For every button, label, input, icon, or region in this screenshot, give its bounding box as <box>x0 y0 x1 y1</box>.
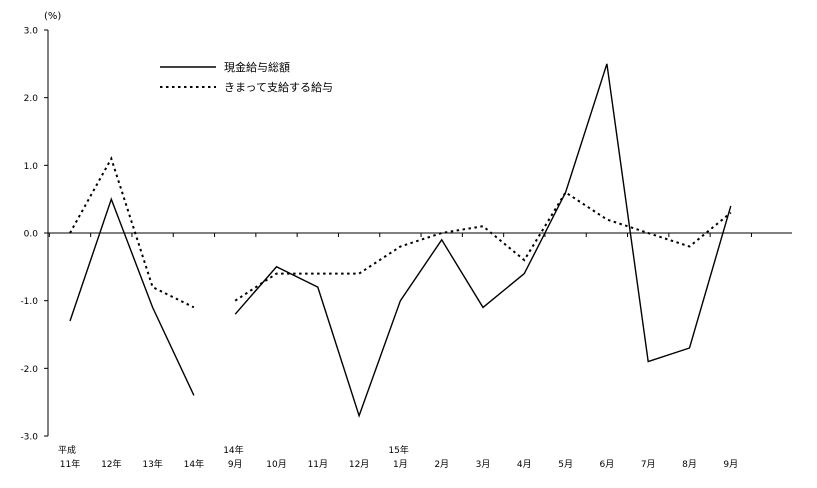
x-tick-label: 12年 <box>101 458 121 470</box>
y-tick-label: 0.0 <box>24 230 39 240</box>
x-tick-label: 13年 <box>142 458 162 470</box>
x-tick-label: 7月 <box>641 459 656 470</box>
x-tick-label: 6月 <box>600 459 615 470</box>
series-line-2 <box>69 156 195 309</box>
x-tick-label: 9月 <box>723 459 738 470</box>
y-tick-label: -2.0 <box>20 365 38 375</box>
x-tick-label: 8月 <box>682 459 697 470</box>
x-tick-label: 12月 <box>349 459 369 470</box>
series-lines <box>69 63 732 418</box>
x-tick-label: 10月 <box>266 459 286 470</box>
x-tick-label: 4月 <box>517 459 532 470</box>
legend-label-2: きまって支給する給与 <box>224 80 333 94</box>
axes <box>44 29 792 437</box>
y-tick-label: 3.0 <box>24 27 39 37</box>
x-tick-label-top: 14年 <box>223 444 243 456</box>
y-tick-label: -3.0 <box>20 433 38 443</box>
x-tick-label-top: 平成 <box>58 444 76 456</box>
y-axis-label: (%) <box>44 11 61 22</box>
x-tick-label: 14年 <box>184 458 204 470</box>
legend-label-1: 現金給与総額 <box>224 60 290 74</box>
x-tick-label: 1月 <box>393 459 408 470</box>
series-line-2 <box>234 190 732 302</box>
series-line-1 <box>234 63 732 418</box>
y-tick-label: 2.0 <box>24 94 39 104</box>
y-tick-label: -1.0 <box>20 297 38 307</box>
series-line-1 <box>69 197 195 396</box>
y-tick-label: 1.0 <box>24 162 39 172</box>
x-tick-label: 5月 <box>558 459 573 470</box>
x-tick-labels: 平成 11年 12年 13年 14年 14年 9月 10月 11月 12月 15年 1月 2月 3月 4月 5… <box>58 444 738 470</box>
x-tick-label: 3月 <box>476 459 491 470</box>
x-tick-label: 2月 <box>434 459 449 470</box>
x-tick-label: 9月 <box>228 459 243 470</box>
x-tick-label: 11月 <box>308 459 328 470</box>
y-tick-labels: 3.0 2.0 1.0 0.0 -1.0 -2.0 -3.0 <box>20 27 38 443</box>
x-tick-label-top: 15年 <box>388 444 408 456</box>
x-tick-label: 11年 <box>60 458 80 470</box>
